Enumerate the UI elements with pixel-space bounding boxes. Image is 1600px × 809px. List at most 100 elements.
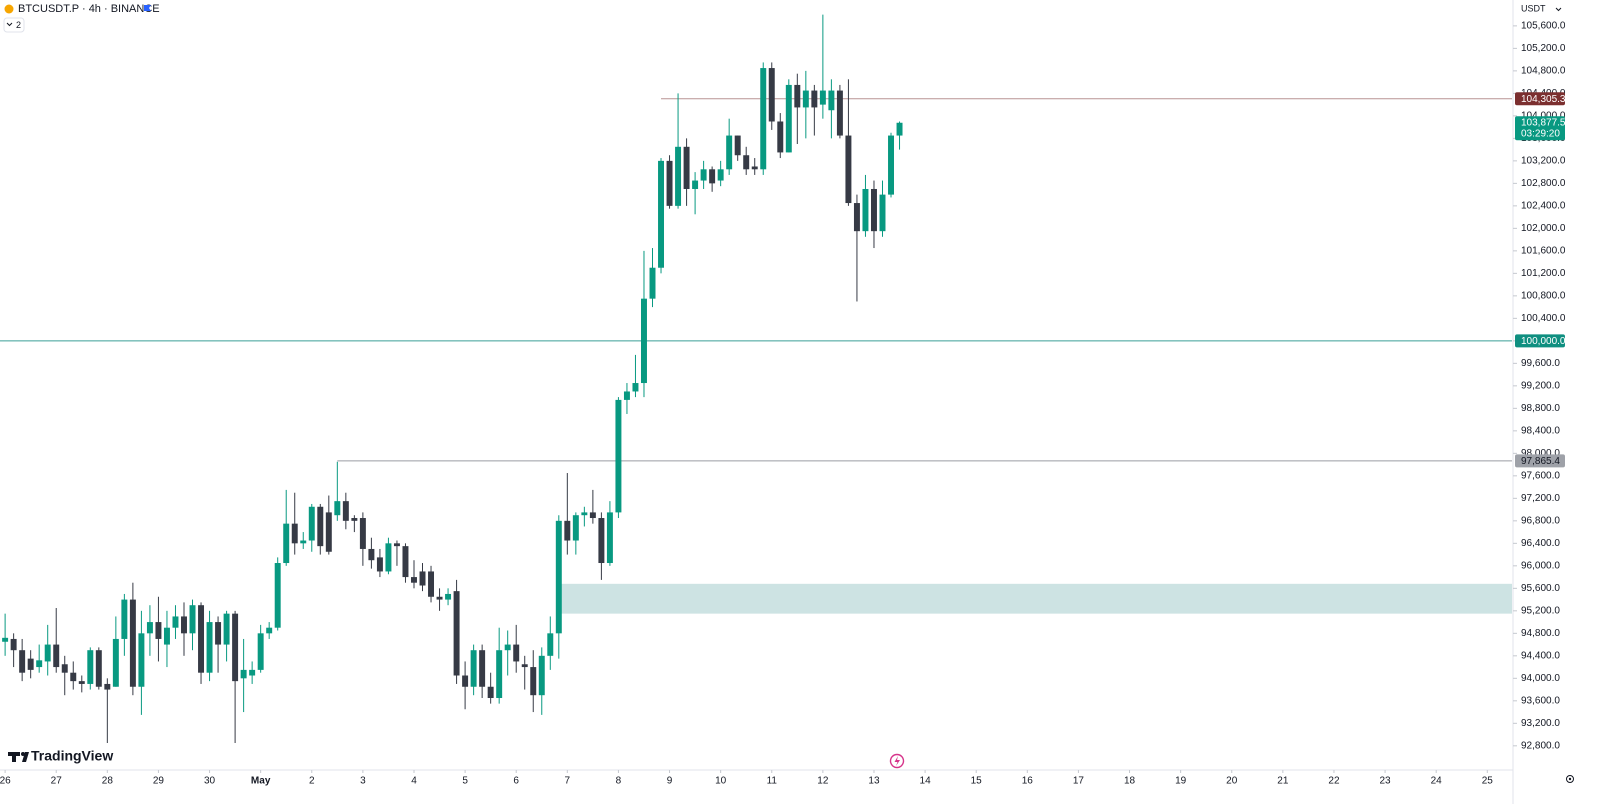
candle-body <box>215 622 222 645</box>
candle-body <box>78 681 85 684</box>
candle-body <box>104 683 111 690</box>
plot-area <box>0 14 1512 744</box>
brand-name: TradingView <box>31 748 113 764</box>
countdown-label: 03:29:20 <box>1521 128 1560 139</box>
x-tick-label: 18 <box>1124 776 1136 787</box>
candle-body <box>112 638 119 687</box>
candle-body <box>717 169 724 181</box>
currency-chevron <box>1555 7 1562 12</box>
candle-body <box>658 160 665 268</box>
x-tick-label: 13 <box>868 776 880 787</box>
zone <box>561 583 1512 614</box>
y-tick-label: 92,800.0 <box>1521 740 1560 751</box>
x-tick-label: May <box>251 776 271 787</box>
settings-icon[interactable] <box>1566 775 1574 783</box>
x-tick-label: 17 <box>1073 776 1085 787</box>
x-tick-label: 26 <box>0 776 11 787</box>
candle-body <box>845 135 852 204</box>
candle-body <box>351 518 358 521</box>
indicator-toggle[interactable] <box>3 17 25 33</box>
y-tick-label: 98,000.0 <box>1521 448 1560 459</box>
candle-body <box>879 194 886 232</box>
candle-body <box>393 543 400 547</box>
candle-body <box>121 599 128 639</box>
candle-body <box>888 135 894 195</box>
candle-body <box>411 577 417 583</box>
candle-body <box>223 613 230 645</box>
y-tick-label: 101,600.0 <box>1521 245 1566 256</box>
y-tick-label: 96,400.0 <box>1521 538 1560 549</box>
y-tick-label: 93,200.0 <box>1521 718 1560 729</box>
candle-body <box>181 616 187 634</box>
candle-body <box>794 84 801 108</box>
x-tick-label: 4 <box>411 776 417 787</box>
candle-body <box>496 650 503 699</box>
candle-body <box>70 672 77 682</box>
candle-body <box>206 622 213 673</box>
y-tick-label: 105,200.0 <box>1521 43 1566 54</box>
axes: 92,800.0 93,200.0 93,600.0 94,000.0 94,400.0… <box>0 21 1566 787</box>
x-tick-label: 11 <box>767 776 778 787</box>
settings-dot <box>1568 777 1572 781</box>
candle-body <box>760 68 767 170</box>
candle-body <box>317 506 324 547</box>
x-tick-label: 8 <box>616 776 622 787</box>
candle-body <box>768 68 775 122</box>
candle-body <box>777 121 784 153</box>
symbol-title: BTCUSDT.P · 4h · BINANCE <box>18 3 160 15</box>
y-tick-label: 101,200.0 <box>1521 268 1566 279</box>
brand-logo <box>8 752 29 762</box>
candle-body <box>385 543 392 572</box>
candle-body <box>53 644 60 668</box>
y-tick-label: 97,600.0 <box>1521 470 1560 481</box>
candle-body <box>555 520 562 634</box>
candle-body <box>683 146 690 189</box>
y-tick-label: 93,600.0 <box>1521 695 1560 706</box>
candle-body <box>419 571 426 586</box>
candle-body <box>36 660 43 668</box>
candle-body <box>743 155 750 170</box>
candle-body <box>155 622 162 639</box>
candle-body <box>44 644 51 662</box>
candle-body <box>10 638 17 651</box>
candle-body <box>95 650 102 687</box>
x-tick-label: 5 <box>462 776 468 787</box>
x-tick-label: 3 <box>360 776 366 787</box>
candle-body <box>146 622 153 634</box>
candle-body <box>453 591 460 676</box>
candle-body <box>359 518 366 549</box>
x-tick-label: 25 <box>1482 776 1494 787</box>
candle-body <box>802 90 809 108</box>
candle-body <box>598 518 605 564</box>
candle-body <box>87 650 94 684</box>
x-tick-label: 28 <box>102 776 114 787</box>
y-tick-label: 94,000.0 <box>1521 673 1560 684</box>
x-tick-label: 15 <box>971 776 983 787</box>
candle-body <box>342 501 349 521</box>
candle-body <box>666 160 673 206</box>
last-price-label: 103,877.5 <box>1521 117 1566 128</box>
candle-body <box>709 169 716 184</box>
candle-body <box>19 650 26 673</box>
x-tick-label: 10 <box>715 776 727 787</box>
candle-body <box>334 501 341 516</box>
candle-body <box>530 667 537 696</box>
indicator-count: 2 <box>16 20 21 30</box>
candle-body <box>675 146 682 206</box>
candle-body <box>734 135 741 156</box>
candle-body <box>632 383 639 392</box>
candle-body <box>232 613 239 682</box>
event-bolt <box>894 756 900 766</box>
y-tick-label: 102,000.0 <box>1521 223 1566 234</box>
y-tick-label: 96,800.0 <box>1521 515 1560 526</box>
candle-body <box>649 267 656 299</box>
y-tick-label: 94,400.0 <box>1521 650 1560 661</box>
event-icon[interactable] <box>889 753 905 769</box>
candle-body <box>129 599 136 687</box>
candle-body <box>819 90 826 105</box>
x-tick-label: 21 <box>1277 776 1289 787</box>
x-tick-label: 7 <box>565 776 571 787</box>
candle-body <box>726 135 733 170</box>
